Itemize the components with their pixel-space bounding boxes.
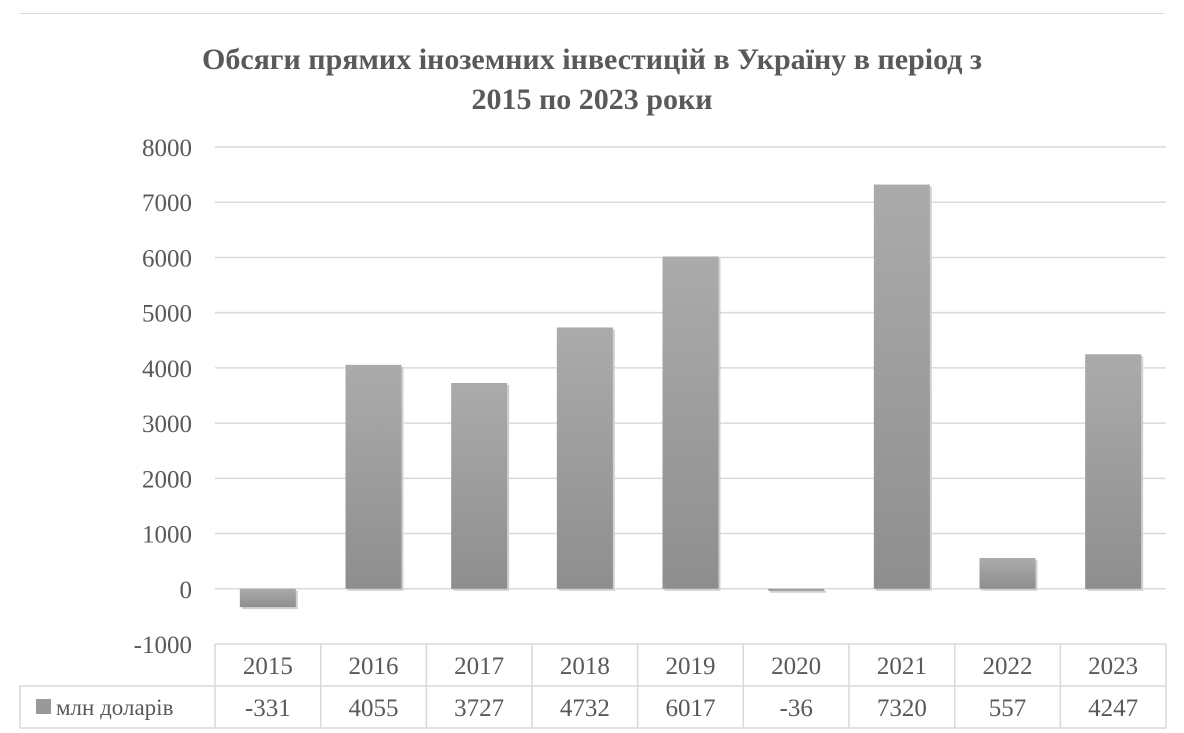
top-divider <box>20 13 1164 14</box>
x-category-label: 2023 <box>1088 653 1138 680</box>
x-category-label: 2015 <box>243 653 293 680</box>
y-tick-label: 2000 <box>142 466 192 493</box>
bar <box>873 184 930 589</box>
bar <box>1085 354 1142 589</box>
legend-series-name: млн доларів <box>56 695 174 720</box>
y-tick-label: 1000 <box>142 522 192 549</box>
y-axis-ticks: 8000 7000 6000 5000 4000 3000 2000 1000 0 -1000 <box>134 135 192 659</box>
data-table-value: -36 <box>780 695 813 722</box>
bar <box>556 327 613 589</box>
bar <box>239 588 296 608</box>
data-table-value: 4732 <box>560 695 610 722</box>
data-table-value: 557 <box>989 695 1027 722</box>
y-tick-label: 0 <box>180 577 193 604</box>
bar <box>979 558 1036 589</box>
x-category-label: 2017 <box>454 653 504 680</box>
chart-title-line-2: 2015 по 2023 роки <box>471 83 713 116</box>
legend-swatch <box>36 699 51 714</box>
data-table-value: 3727 <box>454 695 504 722</box>
y-tick-label: 8000 <box>142 135 192 162</box>
x-category-label: 2021 <box>877 653 927 680</box>
data-table-value: 4247 <box>1088 695 1138 722</box>
data-table-value: 6017 <box>666 695 716 722</box>
y-tick-label: -1000 <box>134 632 192 659</box>
x-category-label: 2020 <box>771 653 821 680</box>
x-category-label: 2019 <box>666 653 716 680</box>
bar-shadow <box>770 590 827 593</box>
x-category-label: 2016 <box>349 653 399 680</box>
bar <box>451 382 508 589</box>
x-category-label: 2022 <box>983 653 1033 680</box>
data-table: 2015 -331 2016 4055 2017 3727 2018 4732 2019 6017… <box>19 643 1167 729</box>
y-tick-label: 7000 <box>142 190 192 217</box>
data-table-value: 4055 <box>349 695 399 722</box>
x-category-label: 2018 <box>560 653 610 680</box>
data-table-value: -331 <box>245 695 291 722</box>
bar <box>345 364 402 589</box>
bars <box>239 184 1144 610</box>
bar <box>662 256 719 589</box>
y-tick-label: 5000 <box>142 301 192 328</box>
y-tick-label: 6000 <box>142 245 192 272</box>
chart-title-line-1: Обсяги прямих іноземних інвестицій в Укр… <box>202 43 982 76</box>
data-table-value: 7320 <box>877 695 927 722</box>
y-tick-label: 4000 <box>142 356 192 383</box>
bar <box>768 588 825 591</box>
y-tick-label: 3000 <box>142 411 192 438</box>
